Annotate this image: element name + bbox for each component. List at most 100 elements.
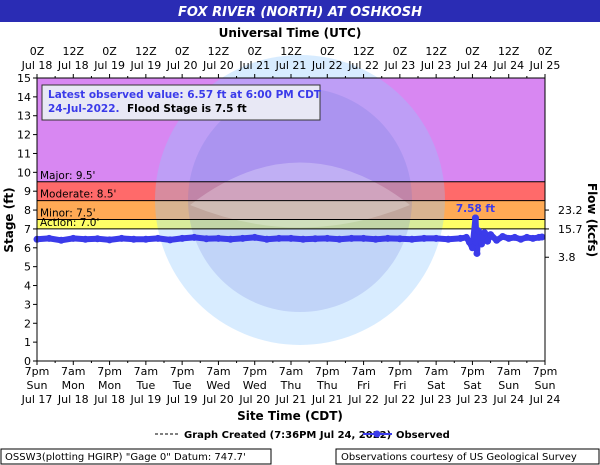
peak-marker [471,214,479,222]
threshold-label-minor: Minor: 7.5' [40,208,96,220]
top-tick-label: 0Z [30,45,45,58]
bottom-tick-label: Wed [206,379,230,392]
bottom-tick-label: Jul 18 [57,393,89,406]
top-tick-label: Jul 20 [166,59,198,72]
top-tick-label: Jul 25 [529,59,561,72]
observed-point [432,234,440,242]
bottom-tick-label: 7pm [315,365,340,378]
bottom-tick-label: Mon [98,379,121,392]
observed-point [505,234,513,242]
observed-point [493,236,501,244]
y-tick-label: 12 [17,129,31,142]
top-tick-label: Jul 24 [456,59,488,72]
latest-value-box: Latest observed value: 6.57 ft at 6:00 P… [41,84,322,121]
bottom-tick-label: Jul 23 [420,393,452,406]
bottom-tick-label: 7pm [25,365,50,378]
y-tick-label: 9 [24,185,31,198]
graph-created-label: Graph Created (7:36PM Jul 24, 2022) [184,430,391,441]
latest-value-line: Latest observed value: 6.57 ft at 6:00 P… [48,89,322,101]
y-tick-label: 5 [24,261,31,274]
observed-point [251,233,259,241]
bottom-tick-label: Jul 21 [311,393,343,406]
observed-point [372,235,380,243]
band-action [37,219,545,229]
bottom-tick-label: Sun [535,379,556,392]
y-tick-label: 7 [24,223,31,236]
y-tick-label: 3 [24,298,31,311]
top-tick-label: 0Z [175,45,190,58]
bottom-tick-label: Fri [393,379,406,392]
observed-point [239,234,247,242]
y-tick-label: 11 [17,147,31,160]
bottom-tick-label: Fri [357,379,370,392]
top-tick-label: Jul 23 [420,59,452,72]
top-tick-label: Jul 21 [275,59,307,72]
observed-point [538,233,546,241]
top-tick-label: Jul 20 [202,59,234,72]
bottom-tick-label: Mon [62,379,85,392]
observed-point [529,234,537,242]
observed-point [465,238,473,246]
bottom-tick-label: 7am [424,365,448,378]
top-tick-label: 0Z [538,45,553,58]
bottom-tick-label: Jul 23 [456,393,488,406]
observed-point [478,240,485,248]
bottom-tick-label: 7pm [242,365,267,378]
bottom-tick-label: Jul 19 [166,393,198,406]
y-tick-label: 10 [17,166,31,179]
observed-point [57,236,65,244]
bottom-tick-label: 7am [351,365,375,378]
observed-legend-label: Observed [396,430,450,441]
observed-point [523,233,531,241]
top-tick-label: 12Z [353,45,375,58]
threshold-label-action: Action: 7.0' [40,217,99,229]
y2-tick-label: 23.2 [558,204,583,217]
y2-tick-label: 3.8 [558,251,576,264]
flood-stage-text: Flood Stage is 7.5 ft [127,103,247,115]
bottom-tick-label: 7am [279,365,303,378]
observed-point [517,235,525,243]
band-normal [37,228,545,361]
top-tick-label: 12Z [280,45,302,58]
observed-point [335,235,343,243]
observed-point [408,235,416,243]
top-tick-label: Jul 18 [21,59,53,72]
observed-point [130,235,138,243]
noaa-seal-bird [190,162,410,228]
footer-left-box [0,448,272,465]
observed-point [473,249,481,257]
observed-point [474,227,482,235]
title-bar [0,0,600,22]
footer-credit: Observations courtesy of US Geological S… [341,452,577,463]
top-tick-label: Jul 22 [347,59,379,72]
top-tick-label: Jul 23 [383,59,415,72]
top-tick-label: Jul 19 [129,59,161,72]
observed-point [299,235,307,243]
observed-legend-marker [373,430,381,438]
observed-point [178,234,186,242]
noaa-watermark [155,55,445,345]
bottom-tick-label: Jul 20 [238,393,270,406]
observed-point [396,235,404,243]
observed-point [227,235,235,243]
bottom-tick-label: 7pm [460,365,485,378]
y-tick-label: 0 [24,355,31,368]
bottom-tick-label: 7pm [97,365,122,378]
y-tick-label: 14 [17,91,31,104]
top-tick-label: Jul 18 [57,59,89,72]
y-axis-title: Stage (ft) [2,187,16,252]
y-tick-label: 4 [24,280,31,293]
peak-label: 7.58 ft [456,203,495,215]
chart-title: FOX RIVER (NORTH) AT OSHKOSH [178,5,422,20]
observed-point [154,234,162,242]
bottom-tick-label: Jul 24 [529,393,561,406]
observed-point [263,235,271,243]
observed-point [275,234,283,242]
bottom-tick-label: Jul 17 [21,393,53,406]
top-tick-label: Jul 24 [492,59,524,72]
bottom-tick-label: 7am [61,365,85,378]
observed-point [81,235,89,243]
utc-axis-title: Universal Time (UTC) [219,26,362,40]
observed-point [323,234,331,242]
